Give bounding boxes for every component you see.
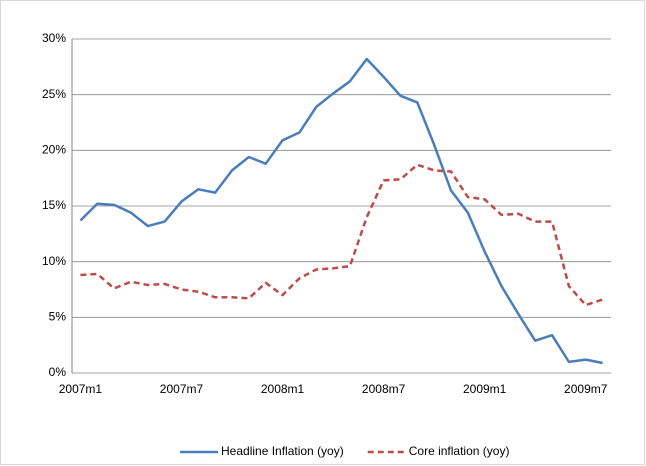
x-tick-label: 2009m1 xyxy=(463,382,507,396)
x-tick-label: 2008m7 xyxy=(362,382,406,396)
x-tick-label: 2007m1 xyxy=(59,382,103,396)
y-tick-label: 10% xyxy=(42,254,66,268)
y-tick-label: 25% xyxy=(42,87,66,101)
legend-label: Core inflation (yoy) xyxy=(409,444,510,458)
line-series xyxy=(80,163,603,307)
y-tick-label: 5% xyxy=(49,310,67,324)
x-tick-label: 2007m7 xyxy=(160,382,204,396)
x-tick-label: 2009m7 xyxy=(564,382,608,396)
y-tick-label: 30% xyxy=(42,31,66,45)
y-tick-label: 0% xyxy=(49,365,67,379)
y-tick-label: 15% xyxy=(42,198,66,212)
line-series xyxy=(79,57,603,365)
y-tick-label: 20% xyxy=(42,143,66,157)
legend-label: Headline Inflation (yoy) xyxy=(221,444,344,458)
x-tick-label: 2008m1 xyxy=(261,382,305,396)
